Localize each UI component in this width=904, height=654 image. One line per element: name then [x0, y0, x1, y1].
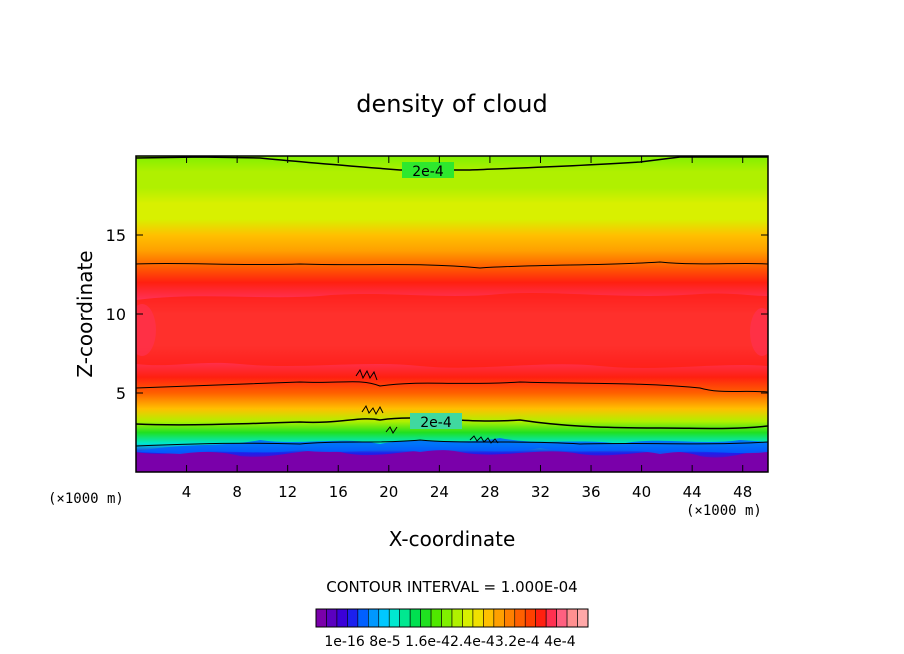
colorbar — [315, 608, 589, 628]
y-ticks: 5 10 15 — [106, 226, 768, 403]
turbulence-scribble — [355, 368, 499, 444]
low-band — [136, 438, 768, 454]
colorbar-swatch — [315, 608, 327, 628]
colorbar-swatch — [430, 608, 442, 628]
x-unit-label: (×1000 m) — [686, 503, 762, 519]
y-tick-label: 10 — [106, 305, 126, 324]
x-tick-label: 20 — [379, 483, 398, 501]
x-tick-label: 28 — [480, 483, 499, 501]
colorbar-swatch — [472, 608, 484, 628]
colorbar-swatch — [483, 608, 495, 628]
colorbar-swatch — [368, 608, 380, 628]
x-tick-label: 44 — [683, 483, 702, 501]
z-unit-label: (×1000 m) — [48, 491, 124, 507]
colorbar-swatch — [524, 608, 536, 628]
colorbar-swatch — [577, 608, 589, 628]
contour-top — [136, 156, 768, 171]
colorbar-swatch — [378, 608, 390, 628]
colorbar-frame — [315, 608, 589, 628]
y-axis-label: Z-coordinate — [73, 250, 97, 377]
colorbar-swatch — [388, 608, 400, 628]
surface-band — [136, 449, 768, 472]
colorbar-labels: 1e-16 8e-5 1.6e-42.4e-43.2e-4 4e-4 — [324, 634, 575, 650]
colorbar-swatch — [399, 608, 411, 628]
contour-lines — [136, 156, 768, 447]
cloud-core — [136, 293, 768, 368]
x-tick-label: 8 — [232, 483, 242, 501]
x-ticks: 4 8 12 16 20 24 28 32 36 40 44 48 — [182, 156, 752, 501]
colorbar-swatch — [556, 608, 568, 628]
colorbar-swatch — [514, 608, 526, 628]
contour-label-top: 2e-4 — [412, 164, 444, 180]
x-tick-label: 4 — [182, 483, 192, 501]
x-tick-label: 16 — [329, 483, 348, 501]
label-bg-mid — [410, 413, 462, 429]
x-axis-label: X-coordinate — [389, 527, 516, 551]
x-tick-label: 48 — [733, 483, 752, 501]
contour-label-mid: 2e-4 — [420, 415, 452, 431]
colorbar-swatch — [409, 608, 421, 628]
x-tick-label: 24 — [430, 483, 449, 501]
colorbar-swatch — [493, 608, 505, 628]
core-blob-left — [136, 304, 156, 356]
y-tick-label: 5 — [116, 384, 126, 403]
label-bg-top — [402, 162, 454, 178]
x-tick-label: 40 — [632, 483, 651, 501]
y-tick-label: 15 — [106, 226, 126, 245]
colorbar-swatch — [326, 608, 338, 628]
x-tick-label: 12 — [278, 483, 297, 501]
colorbar-swatch — [420, 608, 432, 628]
colorbar-swatch — [504, 608, 516, 628]
colorbar-swatch — [357, 608, 369, 628]
colorbar-swatch — [462, 608, 474, 628]
chart-title: density of cloud — [356, 90, 547, 118]
contour-bottom — [136, 439, 768, 447]
colorbar-swatch — [441, 608, 453, 628]
colorbar-swatch — [347, 608, 359, 628]
colorbar-swatch — [545, 608, 557, 628]
x-tick-label: 36 — [581, 483, 600, 501]
contour-lower — [136, 381, 768, 393]
colorbar-swatch — [535, 608, 547, 628]
x-tick-label: 32 — [531, 483, 550, 501]
colorbar-swatch — [566, 608, 578, 628]
contour-interval-text: CONTOUR INTERVAL = 1.000E-04 — [326, 578, 577, 596]
core-blob-right — [750, 308, 768, 356]
contour-upper — [136, 261, 768, 269]
colorbar-swatch — [451, 608, 463, 628]
colorbar-swatch — [336, 608, 348, 628]
